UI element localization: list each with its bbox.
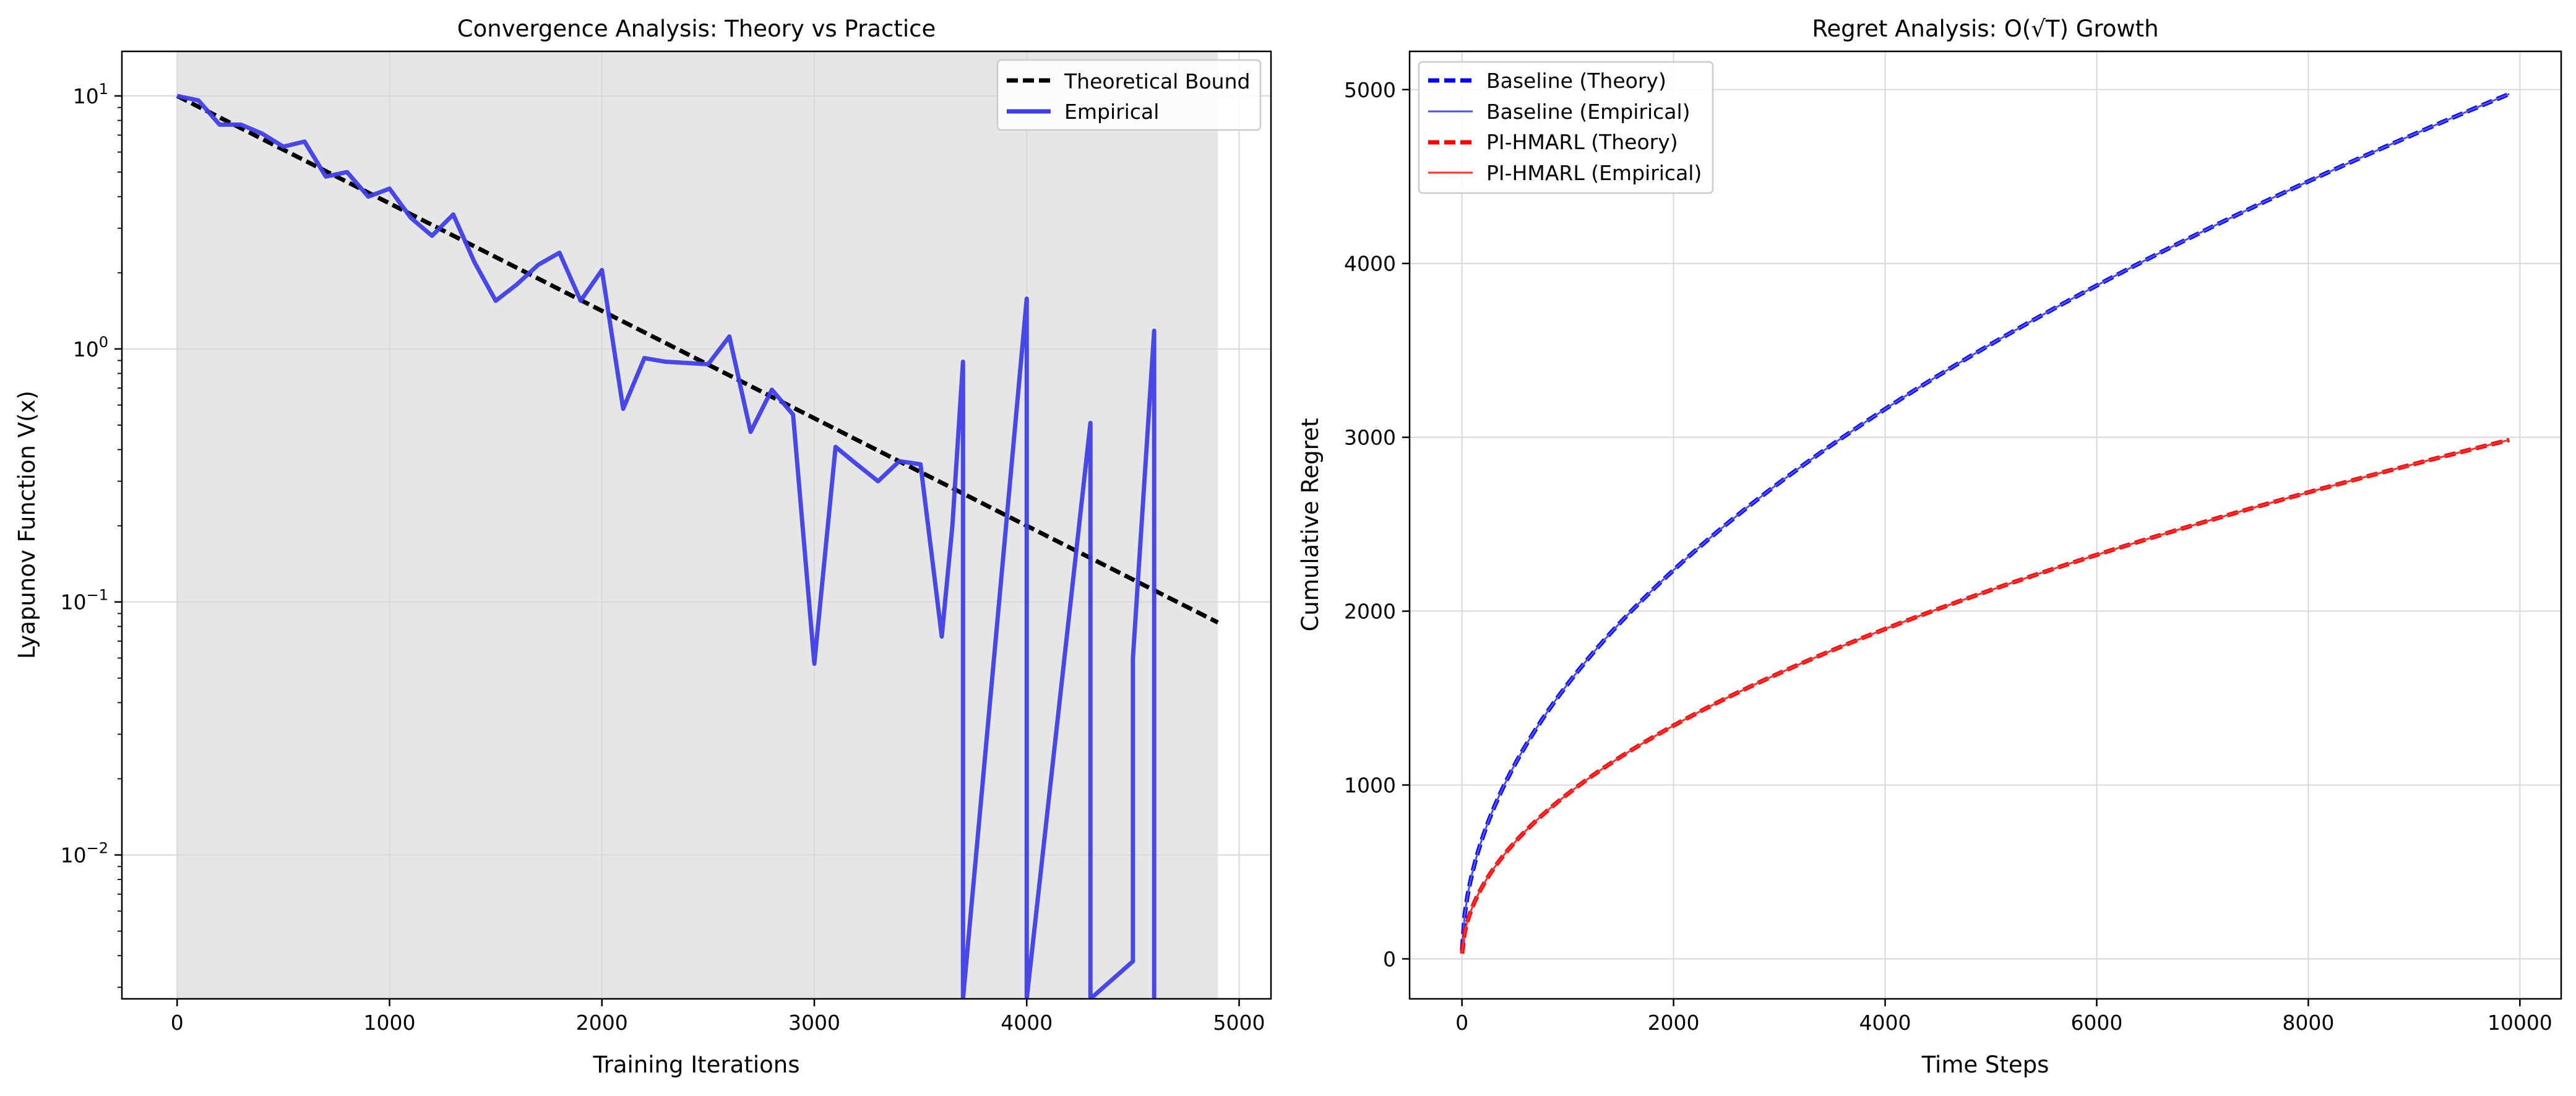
x-tick-label: 2000 — [1648, 1011, 1700, 1035]
x-tick-label: 3000 — [788, 1011, 840, 1035]
legend-frame — [996, 59, 1262, 131]
legend-frame — [1418, 61, 1714, 194]
legend: Theoretical Bound Empirical — [996, 59, 1262, 131]
series-line-pi-hmarl-empirical — [1461, 439, 2510, 954]
legend-label-pi-hmarl-theory: PI-HMARL (Theory) — [1486, 130, 1678, 154]
legend-label-baseline-empirical: Baseline (Empirical) — [1486, 100, 1691, 124]
y-tick-label: 5000 — [1344, 78, 1396, 102]
x-tick-label: 8000 — [2282, 1011, 2334, 1035]
x-axis-label: Training Iterations — [593, 1051, 800, 1078]
x-axis-label: Time Steps — [1921, 1051, 2049, 1078]
y-tick-label: 100 — [73, 334, 108, 361]
series-line-empirical — [176, 93, 1157, 999]
y-tick-label: 10−2 — [61, 840, 108, 868]
plot-area — [1410, 51, 2561, 999]
y-tick-label: 101 — [73, 80, 108, 108]
legend: Baseline (Theory) Baseline (Empirical) P… — [1418, 61, 1714, 194]
legend-label-empirical: Empirical — [1064, 100, 1159, 124]
series-line-theoretical-bound — [176, 93, 1219, 625]
y-axis-label: Lyapunov Function V(x) — [14, 391, 40, 659]
series-line-baseline-empirical — [1461, 93, 2510, 951]
chart-title: Convergence Analysis: Theory vs Practice — [457, 15, 936, 42]
x-tick-label: 0 — [1455, 1011, 1468, 1035]
plot-frame — [1408, 50, 2562, 1000]
x-tick-label: 5000 — [1213, 1011, 1265, 1035]
regret-chart: 0 2000 4000 6000 8000 10000 0 1000 2000 3000 4000 5… — [1297, 15, 2562, 1078]
x-tick-label: 4000 — [1859, 1011, 1911, 1035]
convergence-chart: 0 1000 2000 3000 4000 5000 10−2 10−1 100 101 Conv… — [14, 15, 1272, 1078]
shaded-region — [177, 51, 1218, 999]
x-tick-label: 1000 — [364, 1011, 416, 1035]
chart-title: Regret Analysis: O(√T) Growth — [1812, 15, 2158, 42]
y-tick-label: 10−1 — [61, 587, 108, 615]
y-tick-label: 4000 — [1344, 252, 1396, 276]
x-tick-label: 0 — [171, 1011, 184, 1035]
x-tick-label: 2000 — [576, 1011, 628, 1035]
y-tick-label: 1000 — [1344, 773, 1396, 797]
y-tick-label: 3000 — [1344, 426, 1396, 450]
legend-label-pi-hmarl-empirical: PI-HMARL (Empirical) — [1486, 161, 1702, 185]
y-tick-label: 0 — [1383, 947, 1396, 971]
legend-label-theoretical-bound: Theoretical Bound — [1064, 69, 1250, 93]
y-axis-label: Cumulative Regret — [1297, 418, 1324, 632]
x-tick-label: 4000 — [1001, 1011, 1053, 1035]
y-tick-label: 2000 — [1344, 600, 1396, 624]
legend-label-baseline-theory: Baseline (Theory) — [1486, 69, 1666, 93]
plot-frame — [121, 50, 1272, 1000]
x-tick-label: 10000 — [2488, 1011, 2552, 1035]
x-tick-label: 6000 — [2070, 1011, 2122, 1035]
